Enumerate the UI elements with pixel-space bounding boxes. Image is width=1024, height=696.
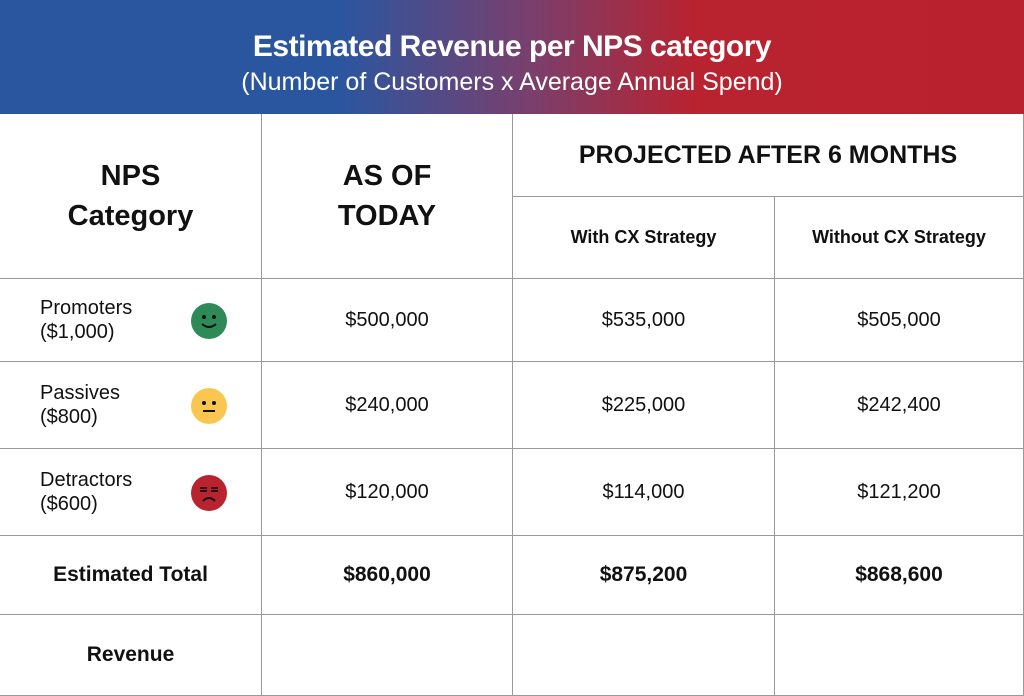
revenue-with bbox=[513, 615, 775, 696]
row-with-cx: $114,000 bbox=[513, 449, 775, 536]
row-category: Passives ($800) bbox=[0, 362, 262, 449]
header-with-cx: With CX Strategy bbox=[513, 197, 775, 279]
row-without-cx: $121,200 bbox=[775, 449, 1024, 536]
revenue-today bbox=[262, 615, 513, 696]
row-today: $500,000 bbox=[262, 279, 513, 362]
revenue-label: Revenue bbox=[0, 615, 262, 696]
smiling-face-icon bbox=[191, 302, 227, 339]
total-label: Estimated Total bbox=[0, 536, 262, 615]
row-without-cx: $242,400 bbox=[775, 362, 1024, 449]
category-name: Detractors bbox=[40, 469, 133, 491]
category-name: Promoters bbox=[40, 297, 133, 319]
category-spend: ($1,000) bbox=[40, 321, 115, 343]
total-without: $868,600 bbox=[775, 536, 1024, 615]
revenue-without bbox=[775, 615, 1024, 696]
header-as-of-today: AS OF TODAY bbox=[262, 114, 513, 279]
neutral-face-icon bbox=[191, 387, 227, 424]
total-with: $875,200 bbox=[513, 536, 775, 615]
title-banner: Estimated Revenue per NPS category (Numb… bbox=[0, 0, 1024, 114]
page-subtitle: (Number of Customers x Average Annual Sp… bbox=[241, 68, 783, 96]
category-spend: ($600) bbox=[40, 493, 98, 515]
header-without-cx: Without CX Strategy bbox=[775, 197, 1024, 279]
row-with-cx: $535,000 bbox=[513, 279, 775, 362]
header-nps-category: NPS Category bbox=[0, 114, 262, 279]
row-with-cx: $225,000 bbox=[513, 362, 775, 449]
row-without-cx: $505,000 bbox=[775, 279, 1024, 362]
category-name: Passives bbox=[40, 382, 121, 404]
row-category: Promoters ($1,000) bbox=[0, 279, 262, 362]
row-category: Detractors ($600) bbox=[0, 449, 262, 536]
total-today: $860,000 bbox=[262, 536, 513, 615]
row-today: $240,000 bbox=[262, 362, 513, 449]
category-spend: ($800) bbox=[40, 406, 98, 428]
page-title: Estimated Revenue per NPS category bbox=[252, 30, 772, 63]
frowning-face-icon bbox=[191, 474, 227, 511]
row-today: $120,000 bbox=[262, 449, 513, 536]
header-projected: PROJECTED AFTER 6 MONTHS bbox=[513, 114, 1024, 197]
